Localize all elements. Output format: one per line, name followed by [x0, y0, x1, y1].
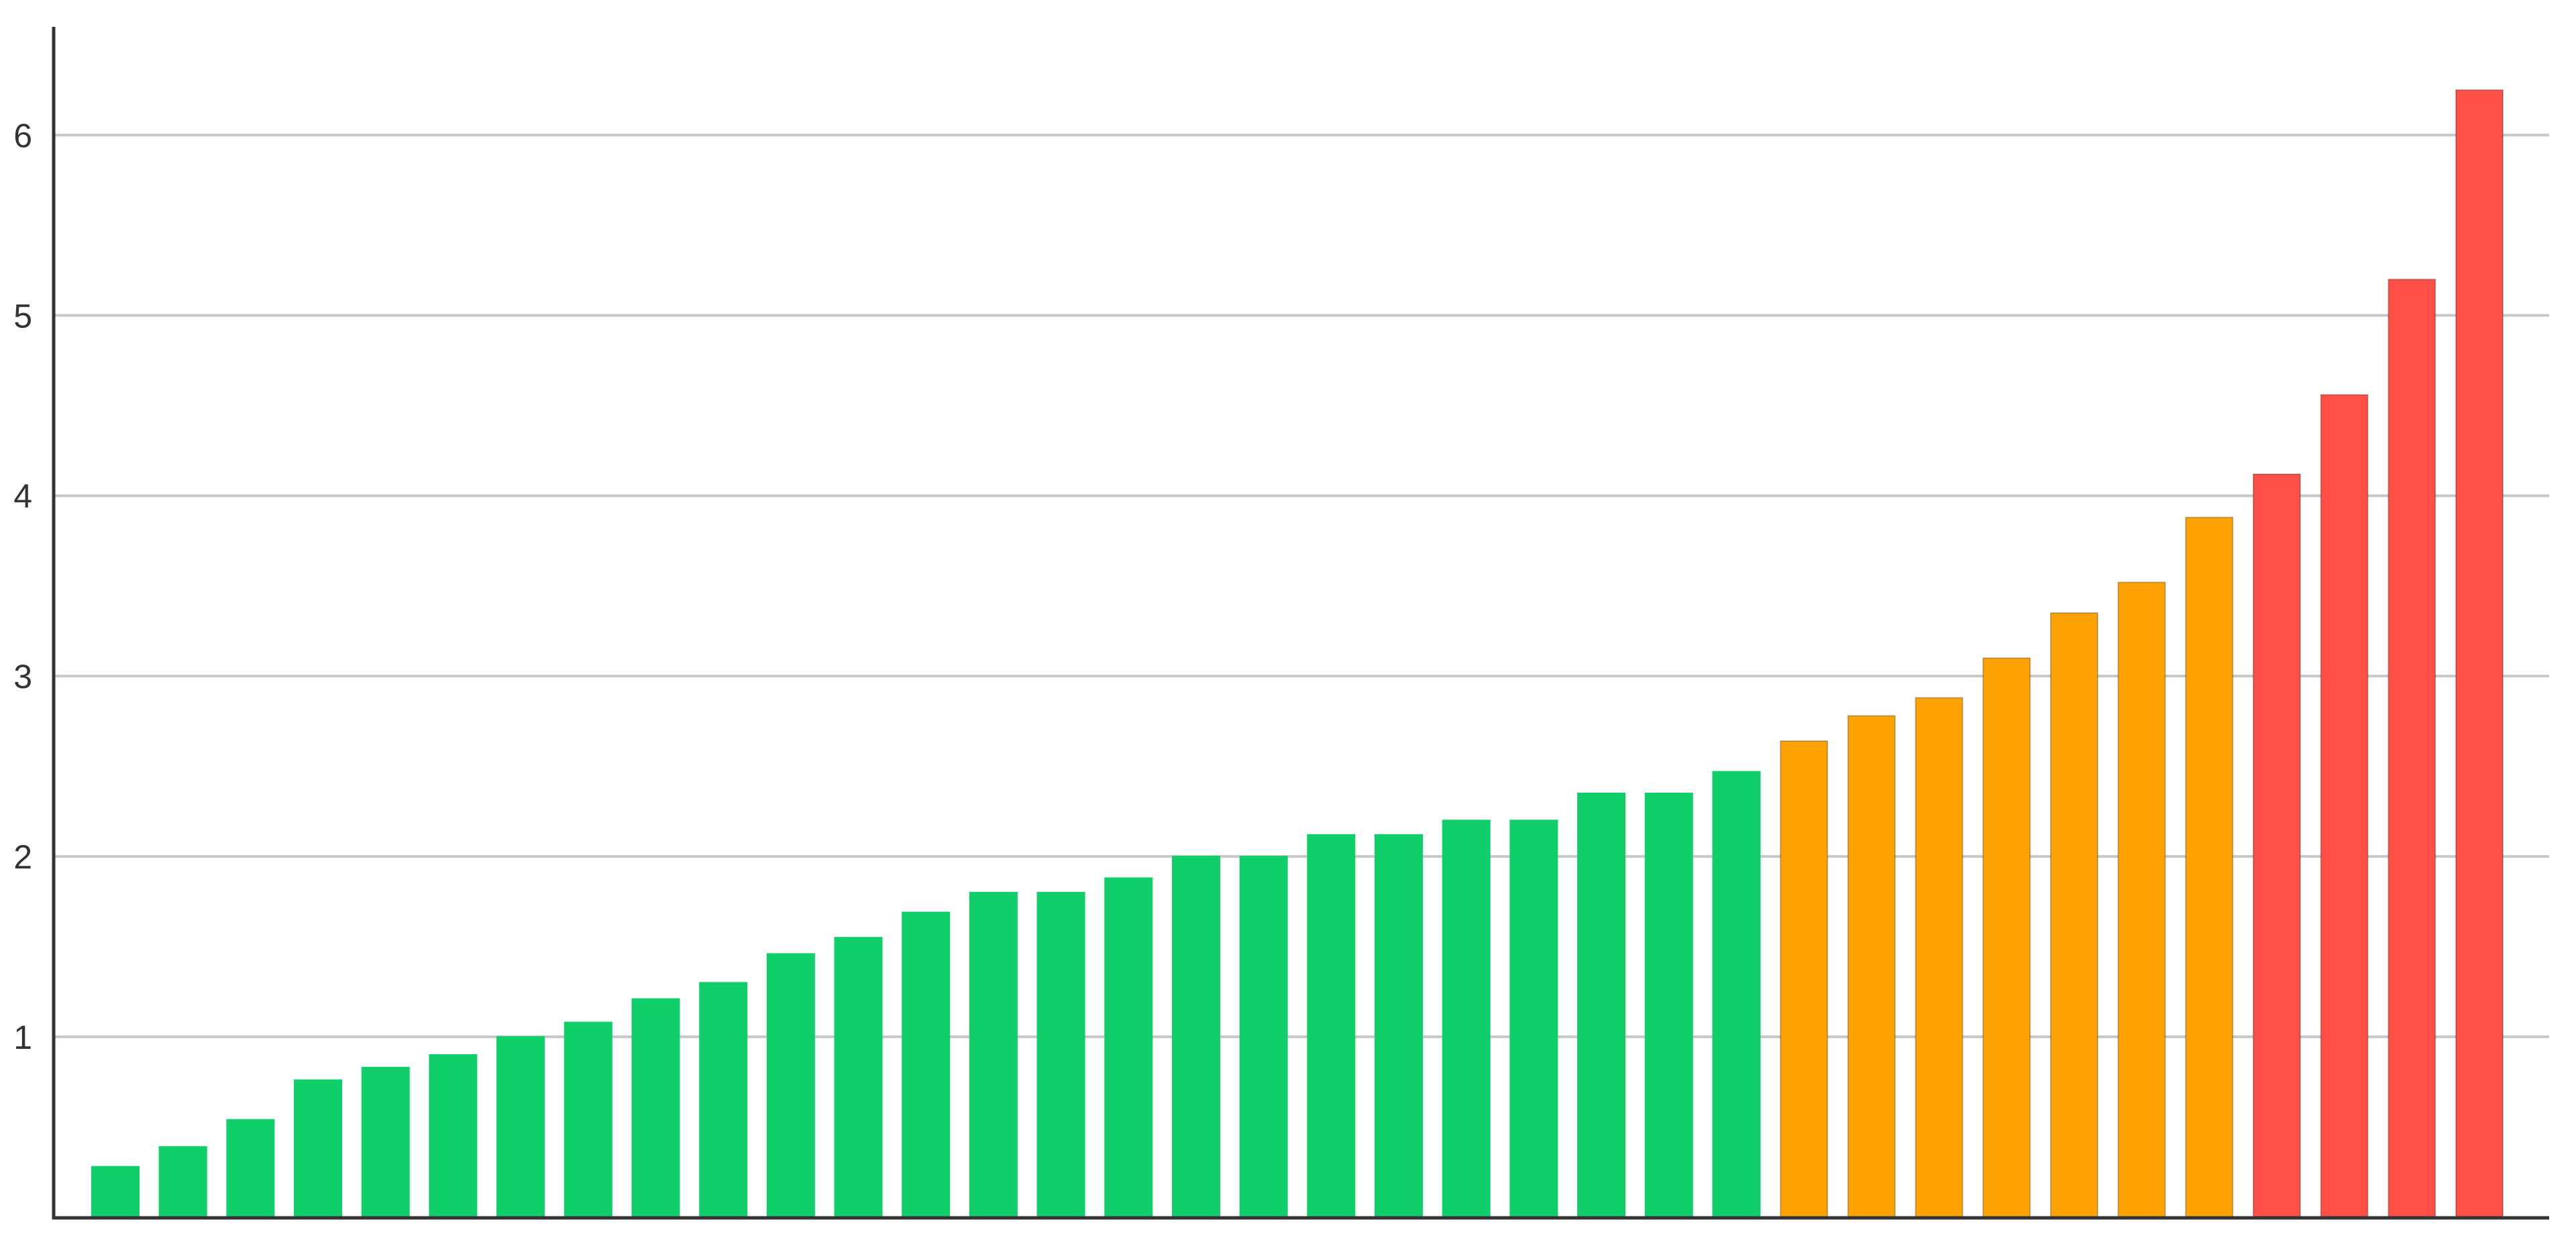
- bar: [2049, 612, 2098, 1218]
- bar: [1712, 771, 1761, 1218]
- bar: [2387, 278, 2436, 1218]
- y-tick-label: 1: [13, 1019, 32, 1056]
- bar: [1375, 834, 1424, 1218]
- bar: [1915, 697, 1964, 1219]
- bar: [969, 891, 1018, 1218]
- bar: [631, 998, 680, 1219]
- bar: [429, 1054, 478, 1219]
- y-tick-label: 6: [13, 117, 32, 154]
- y-tick-labels: 1 2 3 4 5 6: [13, 117, 32, 1056]
- bar: [1307, 834, 1356, 1218]
- y-tick-label: 2: [13, 838, 32, 876]
- bar: [361, 1066, 410, 1218]
- bar: [1982, 657, 2031, 1218]
- bar: [834, 937, 883, 1218]
- bar: [158, 1146, 207, 1219]
- bar: [2320, 394, 2369, 1218]
- bar: [1171, 856, 1220, 1218]
- bar: [1239, 856, 1288, 1218]
- bar: [564, 1021, 612, 1218]
- bar: [766, 953, 815, 1219]
- bar: [1104, 877, 1153, 1218]
- bar: [91, 1166, 140, 1219]
- y-tick-label: 5: [13, 297, 32, 335]
- gridlines: [54, 133, 2549, 1039]
- bar: [1577, 792, 1626, 1218]
- bar: [1644, 792, 1693, 1218]
- bar: [1509, 820, 1558, 1219]
- y-tick-label: 3: [13, 658, 32, 695]
- bar: [1442, 820, 1491, 1219]
- bar: [226, 1119, 275, 1218]
- bar: [1036, 891, 1085, 1218]
- bar: [902, 911, 951, 1218]
- bar: [496, 1036, 545, 1218]
- bar: [2117, 581, 2166, 1218]
- bar: [1780, 740, 1829, 1218]
- bar: [2185, 516, 2234, 1218]
- bar: [2252, 473, 2301, 1218]
- bar: [2455, 89, 2504, 1218]
- bar: [1847, 715, 1896, 1218]
- y-tick-label: 4: [13, 477, 32, 515]
- bar: [699, 982, 748, 1218]
- bars: [91, 89, 2504, 1219]
- bar: [294, 1079, 343, 1219]
- axes: [52, 27, 2549, 1220]
